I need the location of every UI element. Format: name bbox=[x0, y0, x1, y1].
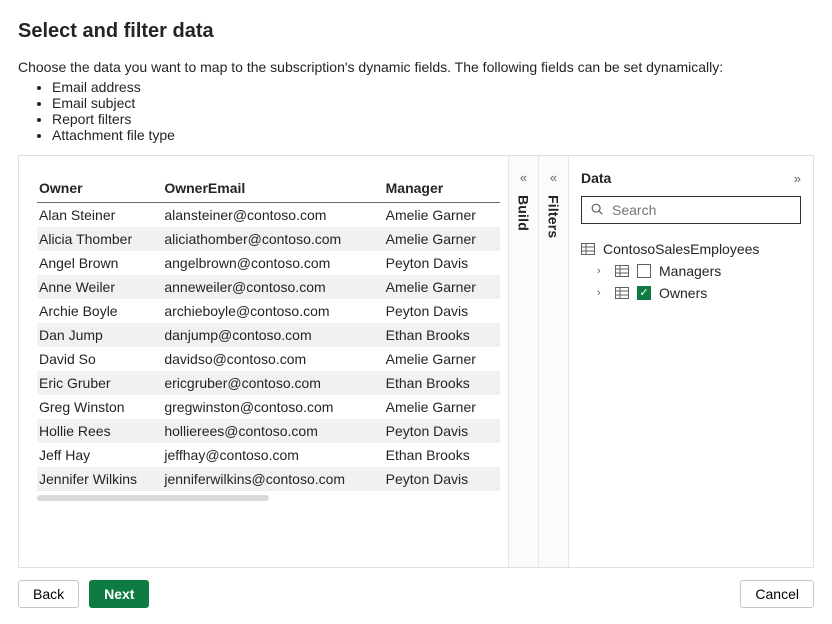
build-rail-label: Build bbox=[516, 195, 532, 231]
table-cell: Ethan Brooks bbox=[384, 323, 500, 347]
table-icon bbox=[615, 287, 629, 299]
filters-rail-label: Filters bbox=[546, 195, 562, 238]
data-pane-title: Data bbox=[581, 170, 611, 186]
table-pane[interactable]: Owner OwnerEmail Manager Alan Steinerala… bbox=[19, 156, 508, 567]
back-button[interactable]: Back bbox=[18, 580, 79, 608]
chevron-right-icon[interactable]: › bbox=[597, 287, 607, 299]
table-row[interactable]: Jennifer Wilkinsjenniferwilkins@contoso.… bbox=[37, 467, 500, 491]
chevron-left-icon[interactable]: « bbox=[520, 170, 527, 185]
table-cell: Jeff Hay bbox=[37, 443, 162, 467]
table-cell: Jennifer Wilkins bbox=[37, 467, 162, 491]
table-cell: Greg Winston bbox=[37, 395, 162, 419]
page-title: Select and filter data bbox=[18, 20, 814, 43]
table-row[interactable]: Jeff Hayjeffhay@contoso.comEthan Brooks bbox=[37, 443, 500, 467]
tree-root[interactable]: ContosoSalesEmployees bbox=[581, 238, 801, 260]
horizontal-scrollbar[interactable] bbox=[37, 495, 269, 501]
table-icon bbox=[615, 265, 629, 277]
tree-item-owners[interactable]: › Owners bbox=[581, 282, 801, 304]
table-cell: anneweiler@contoso.com bbox=[162, 275, 383, 299]
table-cell: danjump@contoso.com bbox=[162, 323, 383, 347]
table-cell: Amelie Garner bbox=[384, 203, 500, 228]
table-cell: Angel Brown bbox=[37, 251, 162, 275]
table-cell: Peyton Davis bbox=[384, 467, 500, 491]
intro-text: Choose the data you want to map to the s… bbox=[18, 59, 814, 75]
list-item: Attachment file type bbox=[52, 127, 814, 143]
table-cell: gregwinston@contoso.com bbox=[162, 395, 383, 419]
table-cell: Hollie Rees bbox=[37, 419, 162, 443]
search-icon bbox=[590, 202, 604, 219]
table-cell: hollierees@contoso.com bbox=[162, 419, 383, 443]
table-cell: Amelie Garner bbox=[384, 227, 500, 251]
table-row[interactable]: Alan Steineralansteiner@contoso.comAmeli… bbox=[37, 203, 500, 228]
table-cell: Anne Weiler bbox=[37, 275, 162, 299]
table-row[interactable]: Alicia Thomberaliciathomber@contoso.comA… bbox=[37, 227, 500, 251]
chevron-right-icon[interactable]: » bbox=[794, 171, 801, 186]
filters-rail[interactable]: « Filters bbox=[538, 156, 568, 567]
build-rail[interactable]: « Build bbox=[508, 156, 538, 567]
next-button[interactable]: Next bbox=[89, 580, 149, 608]
tree-item-managers[interactable]: › Managers bbox=[581, 260, 801, 282]
table-cell: jenniferwilkins@contoso.com bbox=[162, 467, 383, 491]
checkbox-managers[interactable] bbox=[637, 264, 651, 278]
table-row[interactable]: Archie Boylearchieboyle@contoso.comPeyto… bbox=[37, 299, 500, 323]
tree-item-label: Owners bbox=[659, 285, 707, 301]
chevron-left-icon[interactable]: « bbox=[550, 170, 557, 185]
table-row[interactable]: Eric Gruberericgruber@contoso.comEthan B… bbox=[37, 371, 500, 395]
table-cell: angelbrown@contoso.com bbox=[162, 251, 383, 275]
data-tree: ContosoSalesEmployees › Managers › bbox=[581, 238, 801, 304]
table-cell: Archie Boyle bbox=[37, 299, 162, 323]
column-header-owneremail[interactable]: OwnerEmail bbox=[162, 176, 383, 203]
checkbox-owners[interactable] bbox=[637, 286, 651, 300]
data-table: Owner OwnerEmail Manager Alan Steinerala… bbox=[37, 176, 500, 491]
footer: Back Next Cancel bbox=[18, 568, 814, 608]
table-cell: alansteiner@contoso.com bbox=[162, 203, 383, 228]
table-icon bbox=[581, 243, 595, 255]
table-cell: Peyton Davis bbox=[384, 419, 500, 443]
chevron-right-icon[interactable]: › bbox=[597, 265, 607, 277]
table-cell: Peyton Davis bbox=[384, 251, 500, 275]
search-input[interactable] bbox=[610, 201, 795, 219]
table-cell: Eric Gruber bbox=[37, 371, 162, 395]
data-pane: Data » ContosoSalesEmployees › bbox=[568, 156, 813, 567]
table-row[interactable]: Hollie Reeshollierees@contoso.comPeyton … bbox=[37, 419, 500, 443]
cancel-button[interactable]: Cancel bbox=[740, 580, 814, 608]
table-cell: jeffhay@contoso.com bbox=[162, 443, 383, 467]
column-header-owner[interactable]: Owner bbox=[37, 176, 162, 203]
tree-root-label: ContosoSalesEmployees bbox=[603, 241, 759, 257]
dynamic-fields-list: Email address Email subject Report filte… bbox=[18, 79, 814, 143]
workspace: Owner OwnerEmail Manager Alan Steinerala… bbox=[18, 155, 814, 568]
search-input-wrapper[interactable] bbox=[581, 196, 801, 224]
table-cell: Peyton Davis bbox=[384, 299, 500, 323]
table-cell: Alicia Thomber bbox=[37, 227, 162, 251]
table-cell: Amelie Garner bbox=[384, 347, 500, 371]
table-row[interactable]: Dan Jumpdanjump@contoso.comEthan Brooks bbox=[37, 323, 500, 347]
table-cell: Ethan Brooks bbox=[384, 443, 500, 467]
table-cell: Alan Steiner bbox=[37, 203, 162, 228]
table-row[interactable]: Angel Brownangelbrown@contoso.comPeyton … bbox=[37, 251, 500, 275]
table-row[interactable]: David Sodavidso@contoso.comAmelie Garner bbox=[37, 347, 500, 371]
table-cell: Amelie Garner bbox=[384, 395, 500, 419]
table-cell: Dan Jump bbox=[37, 323, 162, 347]
table-cell: archieboyle@contoso.com bbox=[162, 299, 383, 323]
table-cell: ericgruber@contoso.com bbox=[162, 371, 383, 395]
table-cell: Amelie Garner bbox=[384, 275, 500, 299]
table-cell: Ethan Brooks bbox=[384, 371, 500, 395]
table-cell: aliciathomber@contoso.com bbox=[162, 227, 383, 251]
list-item: Report filters bbox=[52, 111, 814, 127]
list-item: Email subject bbox=[52, 95, 814, 111]
column-header-manager[interactable]: Manager bbox=[384, 176, 500, 203]
tree-item-label: Managers bbox=[659, 263, 721, 279]
table-row[interactable]: Greg Winstongregwinston@contoso.comAmeli… bbox=[37, 395, 500, 419]
table-cell: David So bbox=[37, 347, 162, 371]
list-item: Email address bbox=[52, 79, 814, 95]
table-cell: davidso@contoso.com bbox=[162, 347, 383, 371]
table-row[interactable]: Anne Weileranneweiler@contoso.comAmelie … bbox=[37, 275, 500, 299]
